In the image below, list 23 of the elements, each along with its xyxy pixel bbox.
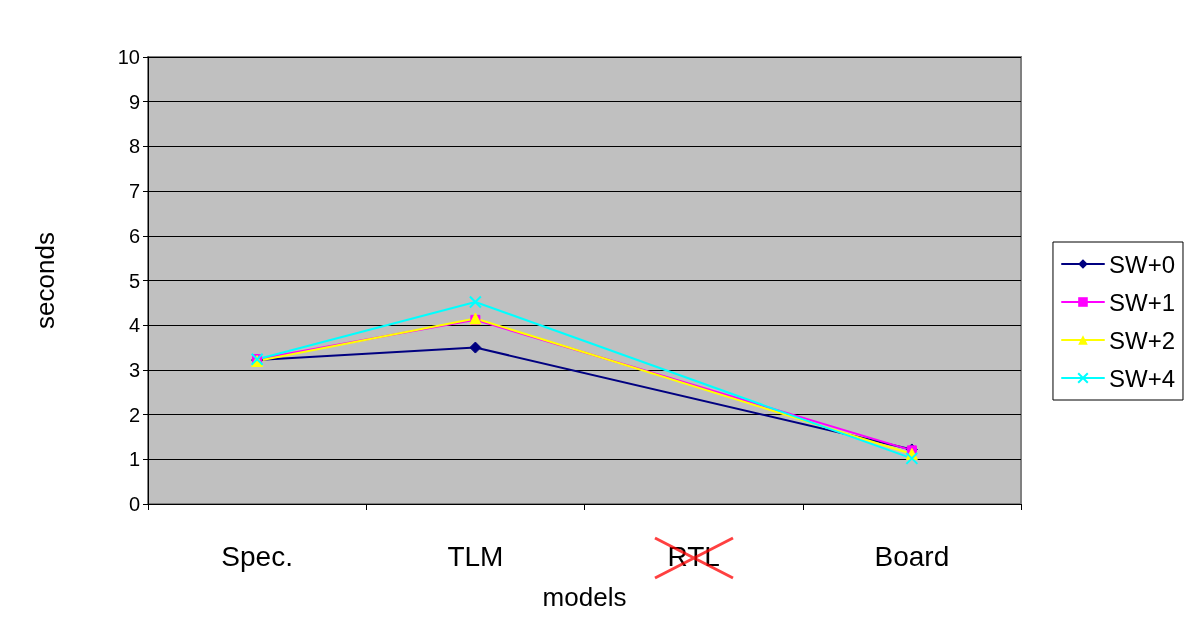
y-tick-label: 6	[128, 224, 140, 247]
x-tick-label: TLM	[447, 540, 504, 572]
x-tick-label: Board	[874, 540, 950, 572]
legend-label: SW+1	[1108, 288, 1176, 316]
y-tick-label: 0	[128, 493, 140, 515]
y-tick-label: 4	[128, 314, 140, 337]
y-tick-label: 7	[128, 180, 140, 203]
legend-label: SW+4	[1108, 364, 1176, 392]
legend-label: SW+2	[1108, 326, 1176, 354]
legend-label: SW+0	[1108, 250, 1176, 278]
point	[468, 295, 482, 309]
y-tick-label: 10	[117, 46, 140, 68]
y-tick-label: 8	[128, 135, 140, 158]
y-axis-title: seconds	[30, 232, 60, 329]
y-tick-label: 2	[128, 403, 140, 426]
point	[469, 341, 482, 354]
y-tick-label: 3	[128, 358, 140, 381]
y-tick-label: 5	[128, 269, 140, 292]
y-tick-label: 1	[128, 448, 140, 471]
point	[905, 451, 919, 465]
x-tick-label: Spec.	[221, 540, 293, 572]
x-axis-title: models	[542, 582, 627, 612]
y-tick-label: 9	[128, 90, 140, 113]
